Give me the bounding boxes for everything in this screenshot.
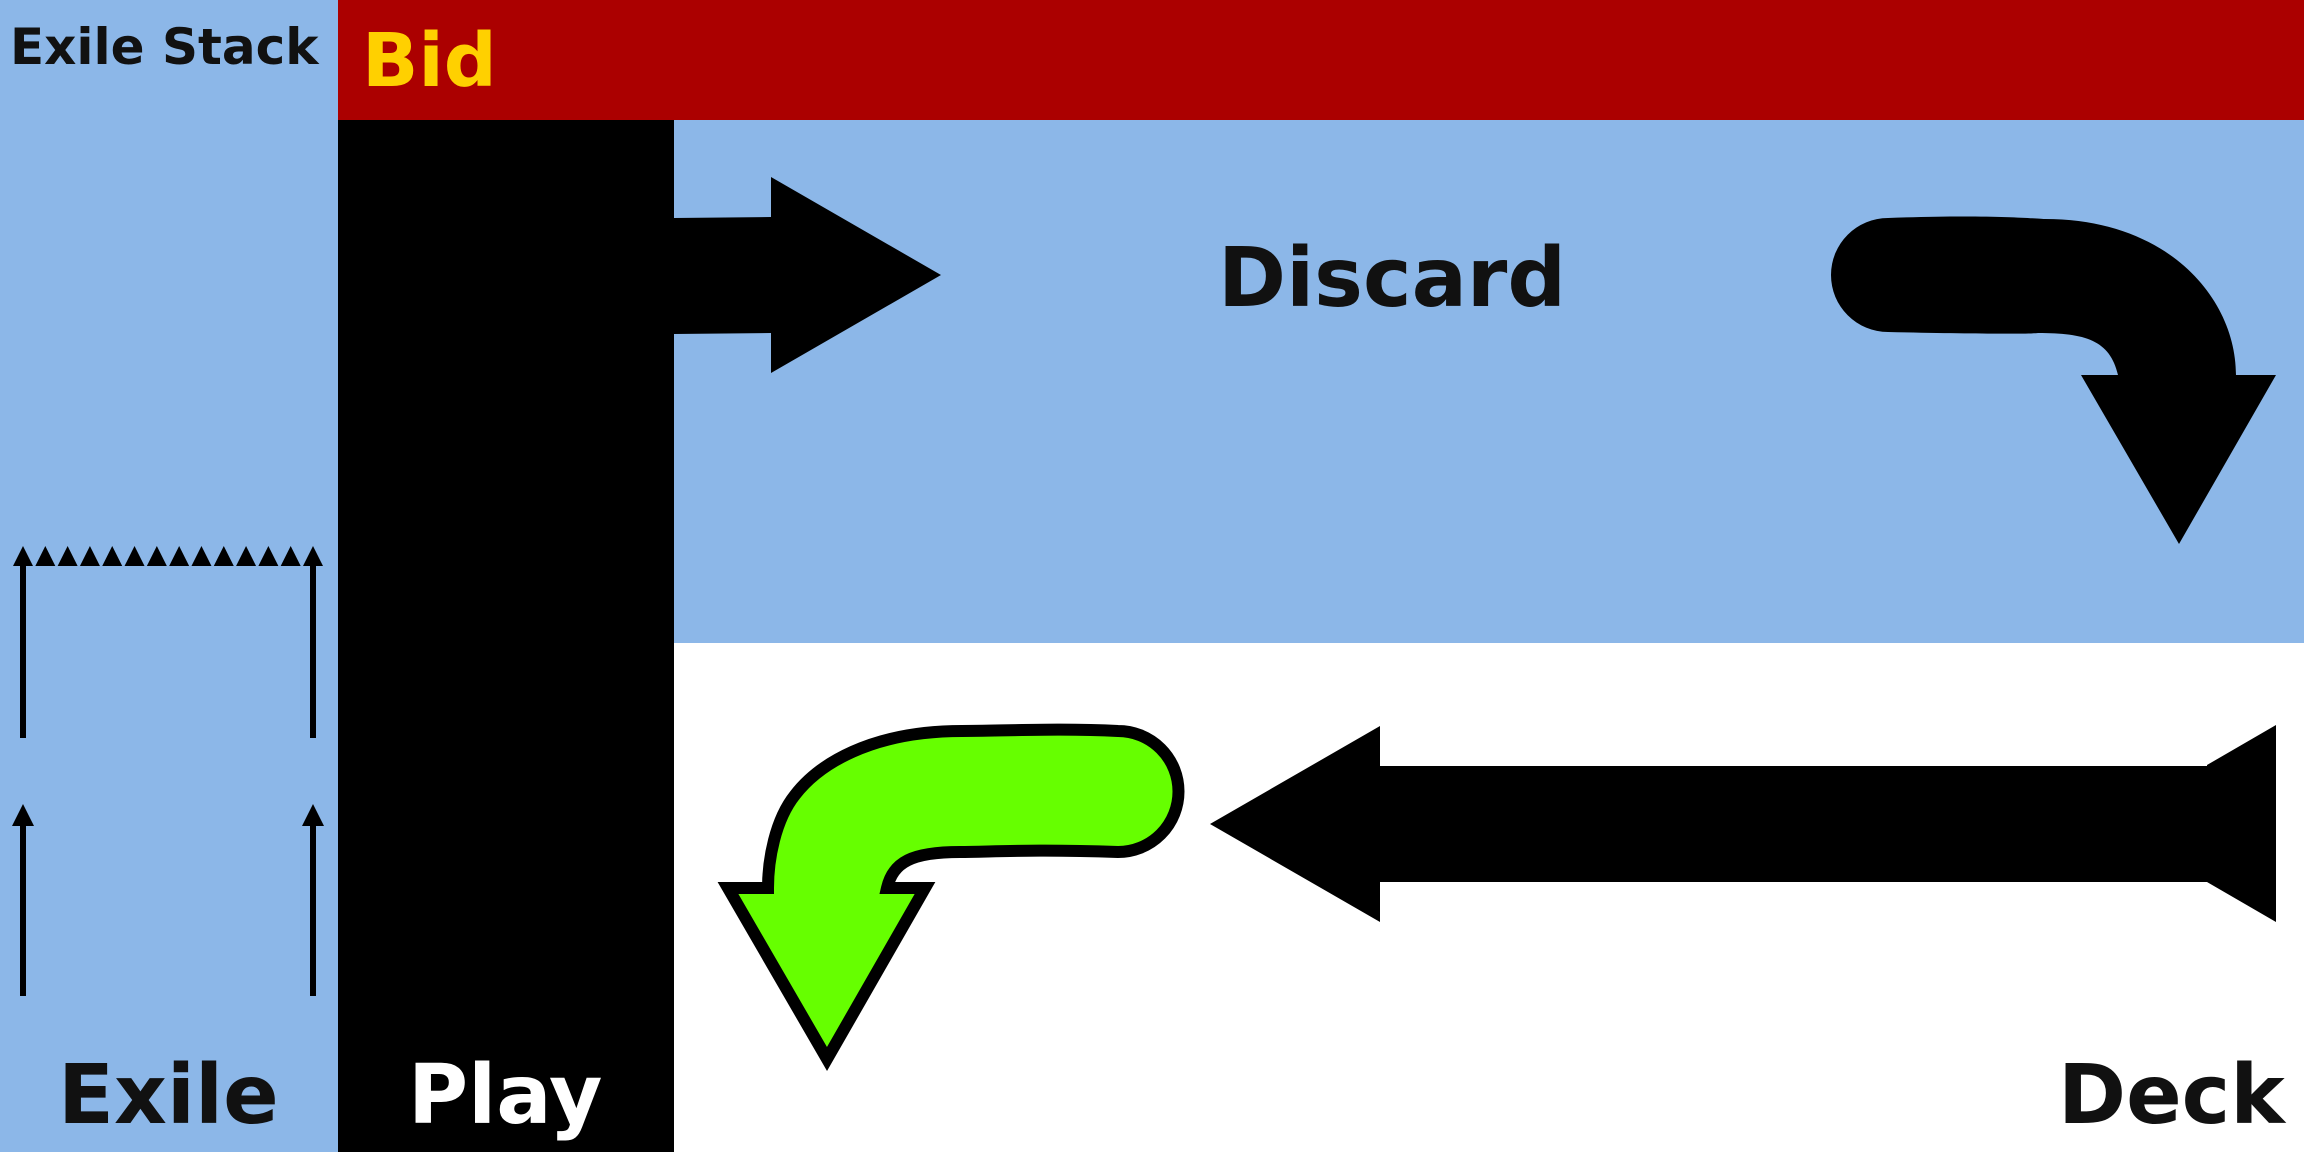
arrow-left-icon [1210,725,2276,922]
exile-stack-marker [35,546,55,566]
exile-stack-marker [169,546,189,566]
exile-stack-marker [236,546,256,566]
exile-stack-marker [80,546,100,566]
exile-stack-marker [214,546,234,566]
play-label: Play [408,1055,602,1137]
exile-stack-arrows [12,546,324,996]
arrow-curved-down-highlighted-icon [728,730,1178,1059]
exile-arrow-left-head [12,804,34,826]
arrow-curved-down-icon [1831,216,2276,544]
exile-stack-marker [125,546,145,566]
discard-label: Discard [1218,238,1566,320]
bid-label: Bid [362,24,497,98]
exile-stack-marker [303,546,323,566]
exile-arrow-right-head [302,804,324,826]
exile-stack-marker [58,546,78,566]
exile-stack-marker [147,546,167,566]
exile-stack-marker [191,546,211,566]
exile-stack-label: Exile Stack [10,22,319,72]
exile-stack-marker [258,546,278,566]
arrow-right-icon [674,177,941,373]
deck-label: Deck [2058,1055,2285,1137]
exile-label: Exile [58,1055,279,1137]
exile-stack-marker [102,546,122,566]
exile-stack-marker [281,546,301,566]
exile-stack-marker [13,546,33,566]
